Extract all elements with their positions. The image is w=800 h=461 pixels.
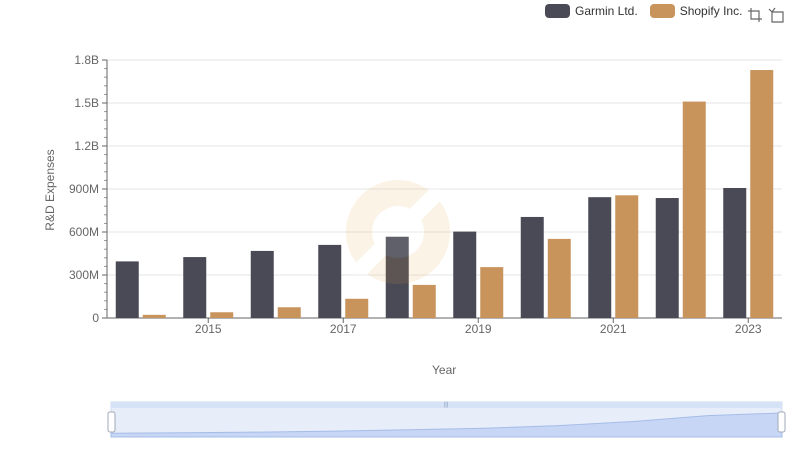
x-axis: 2015 2017 2019 2021 2023 [107, 317, 782, 336]
bar-garmin-2015[interactable] [183, 257, 207, 318]
restore-icon[interactable] [768, 6, 786, 24]
y-axis-label: R&D Expenses [43, 149, 57, 231]
bar-garmin-2014[interactable] [115, 261, 139, 318]
bar-garmin-2016[interactable] [250, 250, 274, 318]
bars [115, 70, 774, 319]
datazoom-slider: ||| [107, 401, 786, 438]
bar-garmin-2023[interactable] [723, 187, 747, 318]
bar-garmin-2022[interactable] [655, 198, 679, 318]
bar-shopify-2020[interactable] [547, 238, 571, 318]
x-tick-label: 2023 [735, 322, 762, 336]
y-tick-label: 300M [69, 268, 99, 282]
legend-swatch-shopify [649, 4, 675, 18]
bar-garmin-2017[interactable] [318, 244, 342, 318]
y-tick-label: 900M [69, 182, 99, 196]
datazoom-grip-icon: ||| [444, 402, 449, 408]
legend-label-shopify: Shopify Inc. [679, 4, 743, 18]
toolbox [746, 6, 790, 24]
bar-shopify-2021[interactable] [615, 195, 639, 318]
watermark-logo [346, 180, 450, 284]
bar-garmin-2019[interactable] [453, 231, 477, 318]
y-tick-label: 600M [69, 225, 99, 239]
y-tick-label: 1.8B [74, 53, 99, 67]
bar-shopify-2015[interactable] [210, 312, 234, 318]
y-tick-label: 0 [92, 311, 99, 325]
bar-shopify-2023[interactable] [750, 70, 774, 319]
bar-shopify-2014[interactable] [142, 314, 166, 318]
x-tick-label: 2019 [465, 322, 492, 336]
legend-item-shopify[interactable]: Shopify Inc. [649, 4, 743, 18]
x-tick-label: 2015 [195, 322, 222, 336]
x-axis-label: Year [432, 363, 457, 377]
legend-item-garmin[interactable]: Garmin Ltd. [545, 4, 638, 18]
legend: Garmin Ltd. Shopify Inc. [545, 4, 754, 18]
bar-garmin-2021[interactable] [588, 197, 612, 318]
bar-shopify-2017[interactable] [345, 298, 369, 318]
bar-shopify-2019[interactable] [480, 267, 504, 318]
datazoom-top-bar [111, 402, 782, 408]
bar-shopify-2016[interactable] [277, 307, 301, 318]
datazoom-right-handle[interactable] [777, 411, 786, 433]
bar-shopify-2022[interactable] [682, 101, 706, 318]
x-tick-label: 2017 [330, 322, 357, 336]
x-tick-label: 2021 [600, 322, 627, 336]
bar-shopify-2018[interactable] [412, 284, 436, 318]
legend-label-garmin: Garmin Ltd. [575, 4, 638, 18]
y-axis: 0 300M 600M 900M 1.2B 1.5B 1.8B [69, 53, 108, 325]
y-tick-label: 1.5B [74, 96, 99, 110]
zoom-icon[interactable] [746, 6, 764, 24]
datazoom-left-handle[interactable] [107, 411, 116, 433]
y-tick-label: 1.2B [74, 139, 99, 153]
bar-garmin-2018[interactable] [385, 236, 409, 318]
legend-swatch-garmin [545, 4, 570, 18]
bar-garmin-2020[interactable] [520, 216, 544, 318]
